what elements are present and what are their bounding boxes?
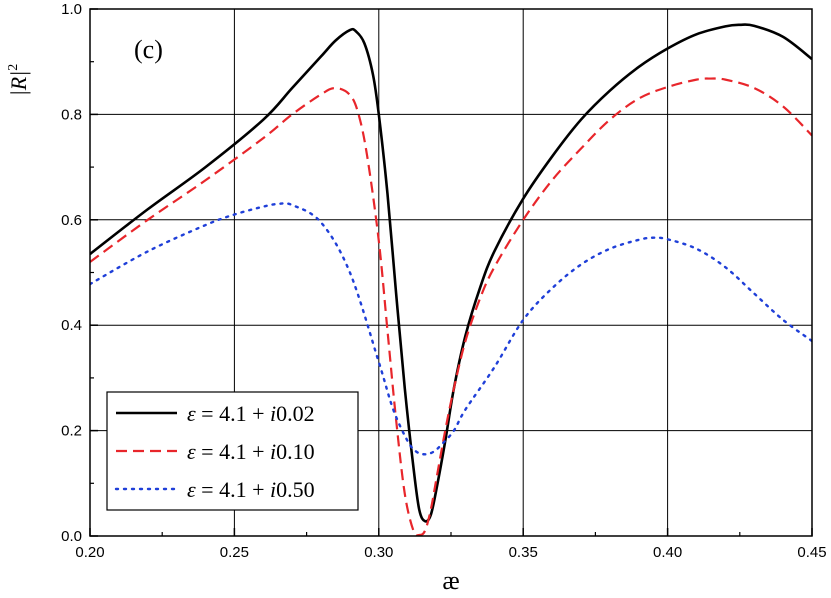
series-line-2: [90, 77, 812, 536]
svg-text:|R|2: |R|2: [6, 64, 31, 97]
y-axis-label-exponent: 2: [6, 64, 21, 71]
legend-label-3: ε = 4.1 + i0.50: [187, 477, 315, 502]
x-tick-label: 0.25: [220, 544, 249, 561]
y-tick-label: 0.2: [61, 423, 82, 440]
y-axis-label-base: |R|: [6, 71, 31, 97]
y-tick-label: 1.0: [61, 1, 82, 18]
x-tick-label: 0.45: [797, 544, 826, 561]
axis-ticks: [89, 8, 813, 537]
y-axis-label: |R|2: [6, 64, 31, 97]
y-tick-label: 0.8: [61, 106, 82, 123]
series-lines: [90, 23, 812, 536]
x-axis-label: æ: [442, 566, 459, 595]
axis-tick-labels: 0.20 0.25 0.30 0.35 0.40 0.45 0.0 0.2 0.4 0.6 0.8 1…: [61, 1, 826, 561]
x-tick-label: 0.35: [509, 544, 538, 561]
x-tick-label: 0.20: [75, 544, 104, 561]
legend-label-1: ε = 4.1 + i0.02: [187, 401, 315, 426]
y-tick-label: 0.6: [61, 212, 82, 229]
legend-label-2: ε = 4.1 + i0.10: [187, 439, 315, 464]
panel-label: (c): [134, 35, 163, 64]
legend: ε = 4.1 + i0.02 ε = 4.1 + i0.10 ε = 4.1 + …: [106, 391, 359, 511]
y-tick-label: 0.0: [61, 528, 82, 545]
x-tick-label: 0.30: [364, 544, 393, 561]
x-tick-label: 0.40: [653, 544, 682, 561]
y-tick-label: 0.4: [61, 317, 82, 334]
series-line-3: [90, 202, 812, 456]
legend-box: [106, 391, 359, 511]
